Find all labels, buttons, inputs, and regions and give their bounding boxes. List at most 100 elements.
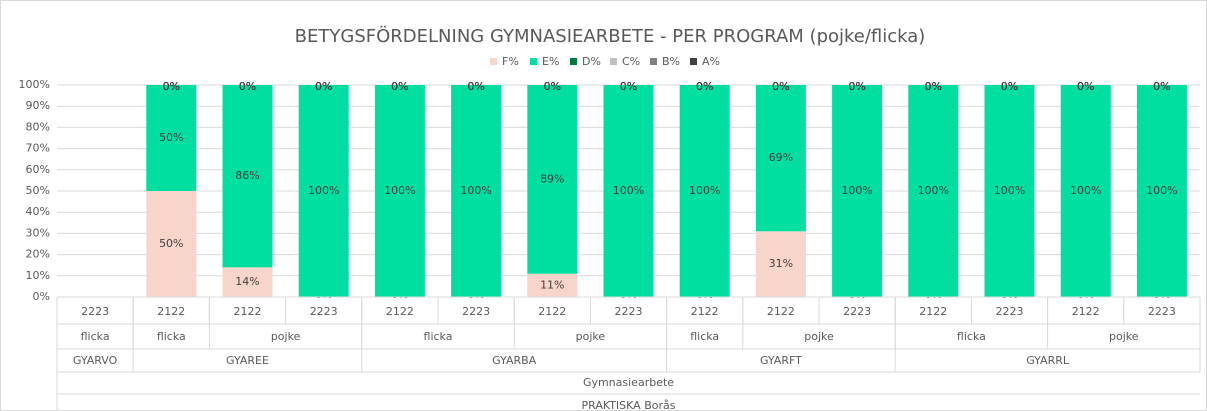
bar-segment: [603, 85, 654, 297]
data-label: 50%: [159, 237, 183, 250]
data-label: 0%: [1153, 80, 1170, 93]
bar-segment: [374, 85, 425, 297]
bar-segment: [755, 85, 806, 232]
data-label: 0%: [772, 80, 789, 93]
data-label: 0%: [925, 80, 942, 93]
x-group-label: GYARVO: [73, 354, 118, 367]
data-label: 0%: [467, 80, 484, 93]
data-label: 0%: [772, 80, 789, 93]
data-label: 0%: [163, 80, 180, 93]
data-label: 0%: [848, 80, 865, 93]
legend-label: A%: [702, 55, 720, 68]
data-label: 0%: [925, 80, 942, 93]
data-label: 0%: [163, 80, 180, 93]
y-tick-label: 30%: [26, 226, 50, 239]
x-group-label: PRAKTISKA Borås: [582, 399, 676, 411]
y-tick-label: 70%: [26, 142, 50, 155]
data-label: 100%: [1146, 184, 1177, 197]
x-group-label: GYARRL: [1026, 354, 1070, 367]
data-label: 100%: [994, 184, 1025, 197]
y-tick-label: 50%: [26, 184, 50, 197]
x-group-label: flicka: [690, 330, 719, 343]
data-label: 0%: [239, 80, 256, 93]
data-label: 0%: [620, 80, 637, 93]
x-tick-label: 2223: [462, 305, 490, 318]
data-label: 100%: [384, 184, 415, 197]
bar-segment: [222, 85, 273, 268]
data-label: 0%: [848, 80, 865, 93]
x-tick-label: 2122: [234, 305, 262, 318]
chart-title: BETYGSFÖRDELNING GYMNASIEARBETE - PER PR…: [295, 25, 926, 47]
legend-label: C%: [622, 55, 640, 68]
bar-segment: [832, 85, 883, 297]
legend-swatch: [530, 58, 537, 65]
x-group-label: GYARFT: [760, 354, 802, 367]
data-label: 0%: [1001, 80, 1018, 93]
data-label: 0%: [544, 80, 561, 93]
x-group-label: flicka: [424, 330, 453, 343]
data-label: 0%: [620, 80, 637, 93]
data-label: 0%: [620, 80, 637, 93]
x-group-label: pojke: [804, 330, 834, 343]
data-label: 0%: [315, 80, 332, 93]
bar-segment: [1060, 85, 1111, 297]
data-label: 0%: [239, 80, 256, 93]
legend-swatch: [650, 58, 657, 65]
bar-segment: [146, 191, 197, 297]
x-group-label: flicka: [81, 330, 110, 343]
data-label: 0%: [239, 80, 256, 93]
data-label: 0%: [315, 80, 332, 93]
data-label: 69%: [769, 151, 793, 164]
legend-swatch: [610, 58, 617, 65]
data-label: 0%: [620, 80, 637, 93]
bar-segment: [755, 231, 806, 297]
bar-segment: [527, 273, 578, 297]
bar-segment: [984, 85, 1035, 297]
legend-swatch: [690, 58, 697, 65]
data-label: 89%: [540, 172, 564, 185]
data-label: 0%: [391, 80, 408, 93]
data-label: 0%: [925, 80, 942, 93]
data-label: 100%: [689, 184, 720, 197]
data-label: 0%: [239, 80, 256, 93]
data-label: 0%: [1077, 80, 1094, 93]
x-tick-label: 2223: [81, 305, 109, 318]
data-label: 0%: [1077, 80, 1094, 93]
legend-swatch: [570, 58, 577, 65]
data-label: 0%: [772, 80, 789, 93]
data-label: 0%: [544, 80, 561, 93]
data-label: 0%: [772, 80, 789, 93]
data-label: 100%: [613, 184, 644, 197]
x-group-label: Gymnasiearbete: [583, 376, 674, 389]
bar-segment: [679, 85, 730, 297]
data-label: 86%: [235, 169, 259, 182]
y-tick-label: 100%: [19, 78, 50, 91]
data-label: 0%: [1001, 80, 1018, 93]
data-label: 0%: [391, 80, 408, 93]
y-tick-label: 60%: [26, 163, 50, 176]
x-tick-label: 2122: [1072, 305, 1100, 318]
x-tick-label: 2122: [538, 305, 566, 318]
x-tick-label: 2223: [996, 305, 1024, 318]
x-group-label: flicka: [957, 330, 986, 343]
x-group-label: GYAREE: [226, 354, 269, 367]
data-label: 14%: [235, 275, 259, 288]
data-label: 0%: [1153, 80, 1170, 93]
data-label: 100%: [918, 184, 949, 197]
data-label: 100%: [308, 184, 339, 197]
data-label: 0%: [1077, 80, 1094, 93]
x-tick-label: 2122: [919, 305, 947, 318]
legend-swatch: [490, 58, 497, 65]
data-label: 0%: [848, 80, 865, 93]
bar-segment: [298, 85, 349, 297]
legend-label: F%: [502, 55, 519, 68]
data-label: 0%: [391, 80, 408, 93]
x-tick-label: 2122: [691, 305, 719, 318]
x-tick-label: 2122: [157, 305, 185, 318]
x-tick-label: 2223: [1148, 305, 1176, 318]
y-tick-label: 20%: [26, 248, 50, 261]
data-label: 0%: [315, 80, 332, 93]
legend-label: D%: [582, 55, 601, 68]
bar-segment: [222, 267, 273, 297]
